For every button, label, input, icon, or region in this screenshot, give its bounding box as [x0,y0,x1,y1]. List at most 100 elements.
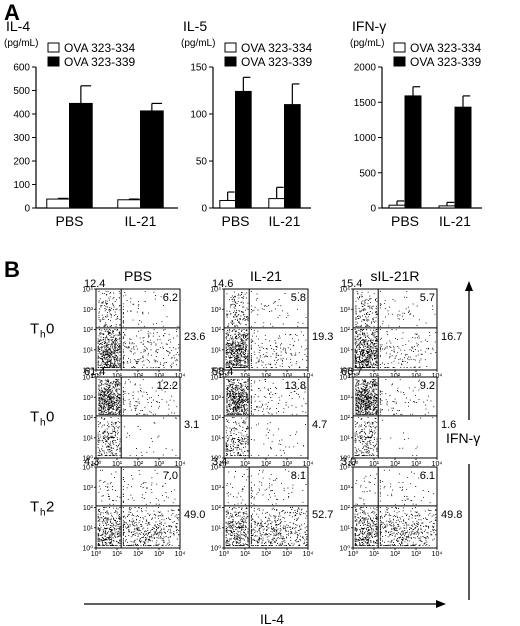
y-tick-label: 10⁴ [82,465,93,472]
y-tick-label: 10³ [211,395,222,402]
event-dots [354,290,437,369]
flow-plot: 10⁰10⁰10¹10¹10²10²10³10³10⁴10⁴58.413.84.… [210,366,327,468]
quadrant-upper-right-percent: 6.1 [420,470,435,482]
y-tick-label: 10⁴ [210,465,221,472]
quadrant-lower-right-percent: 4.7 [312,419,327,431]
event-dots [225,290,308,369]
y-tick-label: 10¹ [340,435,351,442]
row-header-letter: T [30,499,39,516]
x-tick-label: 10⁰ [91,460,102,468]
chart-title: IFN-γ [352,18,386,34]
x-tick-label: 10³ [282,461,293,468]
y-tick-label: 10² [211,415,222,422]
y-tick-label: 10⁰ [210,455,221,463]
y-tick-label: 10² [340,415,351,422]
y-tick-label: 300 [13,133,30,144]
y-tick-label: 10¹ [211,347,222,354]
chart-unit-label: (pg/mL) [4,38,38,49]
y-tick-label: 10⁰ [210,367,221,375]
bar [438,205,456,209]
bar [268,198,286,209]
y-tick-label: 10³ [83,307,94,314]
y-tick-label: 10² [83,505,94,512]
x-tick-label: 10⁰ [348,372,359,380]
x-tick-label: 10² [390,461,401,468]
panel-b-flow-cytometry: PBSIL-21sIL-21RTh0Th0Th210⁰10⁰10¹10¹10²1… [30,268,480,626]
y-tick-label: 10⁰ [210,545,221,553]
y-tick-label: 10⁰ [339,545,350,553]
column-header: sIL-21R [370,268,419,284]
quadrant-upper-right-percent: 6.2 [163,292,178,304]
quadrant-upper-right-percent: 12.2 [157,380,178,392]
event-dots [97,290,180,369]
panel-b-letter: B [4,257,20,282]
x-tick-label: 10¹ [369,551,380,558]
y-tick-label: 500 [13,86,30,97]
column-header: PBS [124,268,152,284]
y-tick-label: 10¹ [211,525,222,532]
y-tick-label: 10³ [83,485,94,492]
y-tick-label: 200 [13,157,30,168]
flow-plot: 10⁰10⁰10¹10¹10²10²10³10³10⁴10⁴14.65.819.… [210,278,333,380]
event-dots [354,469,437,547]
quadrant-upper-left-percent: 3.4 [212,456,227,468]
x-axis-label: IL-4 [260,611,284,626]
y-tick-label: 10¹ [340,347,351,354]
y-tick-label: 10¹ [340,525,351,532]
y-tick-label: 2000 [354,63,377,74]
row-header-subscript: h [40,418,46,429]
quadrant-lower-right-percent: 3.1 [184,419,199,431]
row-header-suffix: 2 [46,499,54,516]
y-tick-label: 10³ [211,485,222,492]
quadrant-lower-right-percent: 1.6 [441,419,456,431]
y-tick-label: 10¹ [211,435,222,442]
row-header-suffix: 0 [46,409,54,426]
x-tick-label: 10⁴ [432,461,443,468]
y-tick-label: 0 [201,204,207,215]
y-tick-label: 1000 [354,133,377,144]
legend-swatch-black [393,56,406,67]
x-tick-label: 10¹ [240,461,251,468]
y-tick-label: 10³ [340,307,351,314]
row-header-letter: T [30,321,39,338]
quadrant-upper-right-percent: 5.8 [291,292,306,304]
quadrant-upper-left-percent: 4.3 [84,456,99,468]
bar [46,198,70,209]
quadrant-upper-left-percent: 15.4 [341,278,362,290]
category-label: PBS [391,213,419,229]
bar [284,104,301,209]
bar [235,90,252,209]
x-tick-label: 10³ [411,551,422,558]
y-tick-label: 10² [340,505,351,512]
y-tick-label: 10⁴ [339,465,350,472]
category-label: IL-21 [439,213,471,229]
x-tick-label: 10⁰ [91,372,102,380]
chart-unit-label: (pg/mL) [350,38,384,49]
x-tick-label: 10³ [154,551,165,558]
y-tick-label: 150 [190,63,207,74]
legend-label: OVA 323-334 [410,41,481,55]
x-tick-label: 10⁴ [303,461,314,468]
legend-label: OVA 323-339 [241,55,312,69]
category-label: IL-21 [269,213,301,229]
flow-plot: 10⁰10⁰10¹10¹10²10²10³10³10⁴10⁴15.45.716.… [339,278,462,380]
row-header-subscript: h [40,330,46,341]
y-tick-label: 10⁴ [82,375,93,382]
x-tick-label: 10⁰ [348,550,359,558]
event-dots [225,378,307,457]
x-tick-label: 10¹ [369,461,380,468]
x-tick-label: 10⁰ [91,550,102,558]
y-tick-label: 400 [13,110,30,121]
y-tick-label: 10³ [83,395,94,402]
y-axis-label: IFN-γ [446,430,480,446]
y-tick-label: 10³ [340,485,351,492]
y-tick-label: 600 [13,63,30,74]
legend-label: OVA 323-339 [64,55,135,69]
x-tick-label: 10² [133,551,144,558]
